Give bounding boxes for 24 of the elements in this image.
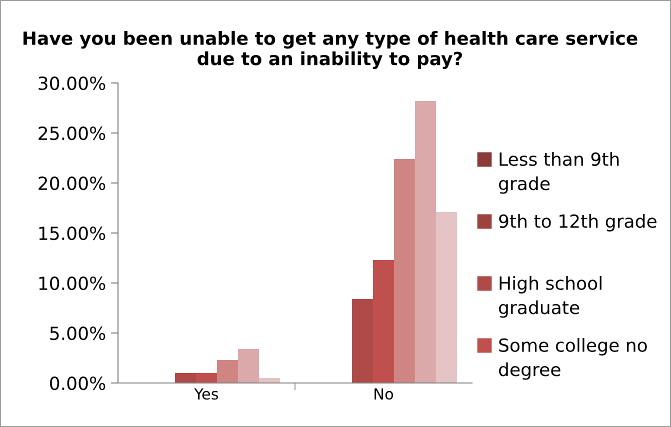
chart-title: Have you been unable to get any type of health care service due to an inability to pay? bbox=[24, 31, 638, 69]
y-tick-label: 10.00% bbox=[39, 276, 106, 290]
y-tick-label: 20.00% bbox=[38, 176, 106, 190]
y-tick-label: 15.00% bbox=[39, 226, 106, 240]
legend-label: Less than 9th grade bbox=[498, 152, 619, 194]
bar bbox=[258, 378, 280, 383]
x-tick-label: No bbox=[374, 388, 394, 400]
bar bbox=[175, 373, 196, 383]
bar bbox=[238, 349, 259, 383]
y-tick-label: 25.00% bbox=[38, 126, 106, 140]
y-tick-label: 30.00% bbox=[38, 76, 106, 90]
bar bbox=[216, 360, 238, 383]
bar bbox=[196, 373, 217, 383]
bar bbox=[436, 212, 457, 383]
x-tick-label: Yes bbox=[194, 388, 218, 400]
bar bbox=[414, 101, 436, 383]
legend-label: 9th to 12th grade bbox=[499, 214, 656, 232]
y-tick-label: 0.00% bbox=[50, 376, 106, 390]
legend-label: Some college no degree bbox=[498, 338, 647, 380]
bar bbox=[394, 159, 415, 383]
bar bbox=[352, 299, 374, 383]
legend-label: High school graduate bbox=[498, 276, 602, 318]
bar bbox=[373, 260, 394, 383]
y-tick-label: 5.00% bbox=[50, 326, 106, 340]
